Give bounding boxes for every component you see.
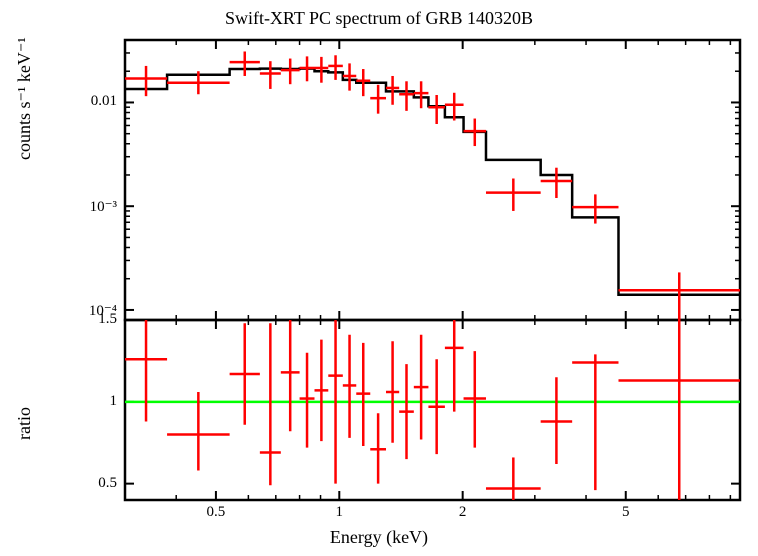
tick-label: 1.5	[69, 311, 117, 328]
chart-svg	[0, 0, 758, 556]
tick-label: 0.5	[191, 504, 241, 521]
tick-label: 10⁻³	[69, 197, 117, 216]
chart-container: Swift-XRT PC spectrum of GRB 140320B cou…	[0, 0, 758, 556]
tick-label: 5	[601, 504, 651, 521]
tick-label: 1	[314, 504, 364, 521]
tick-label: 2	[438, 504, 488, 521]
tick-label: 0.01	[69, 93, 117, 110]
tick-label: 1	[69, 393, 117, 410]
tick-label: 0.5	[69, 475, 117, 492]
